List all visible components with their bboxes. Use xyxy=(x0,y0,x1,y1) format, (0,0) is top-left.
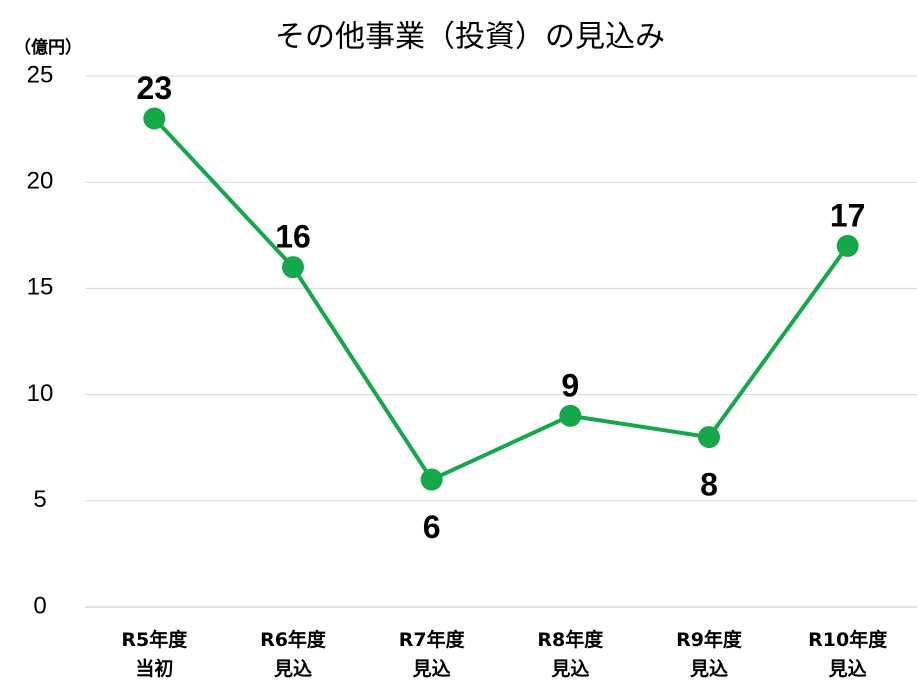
x-tick-label: R6年度見込 xyxy=(260,628,327,680)
data-label: 16 xyxy=(275,219,311,255)
x-tick-label: R7年度見込 xyxy=(399,628,466,680)
data-line xyxy=(152,117,850,483)
data-label: 17 xyxy=(830,197,866,233)
y-tick-label: 0 xyxy=(33,592,46,619)
data-label: 6 xyxy=(423,509,441,545)
y-tick-label: 10 xyxy=(27,380,54,407)
data-point xyxy=(282,256,304,279)
data-label: 9 xyxy=(561,367,579,403)
data-point xyxy=(559,404,582,427)
chart-title: その他事業（投資）の見込み xyxy=(275,20,665,55)
data-point xyxy=(698,426,720,449)
data-point xyxy=(420,468,443,491)
data-point xyxy=(836,234,859,257)
y-tick-label: 25 xyxy=(27,61,54,88)
x-tick-label: R8年度見込 xyxy=(537,628,604,680)
x-tick-label: R9年度見込 xyxy=(676,628,743,680)
y-tick-label: 20 xyxy=(27,168,54,195)
data-label: 23 xyxy=(137,70,173,106)
x-tick-label: R10年度見込 xyxy=(808,628,888,680)
y-axis-label: （億円） xyxy=(14,37,82,58)
data-point xyxy=(143,107,166,130)
y-tick-label: 15 xyxy=(27,274,54,301)
data-label: 8 xyxy=(700,467,718,503)
y-tick-label: 5 xyxy=(33,486,46,513)
x-tick-label: R5年度当初 xyxy=(121,628,188,680)
